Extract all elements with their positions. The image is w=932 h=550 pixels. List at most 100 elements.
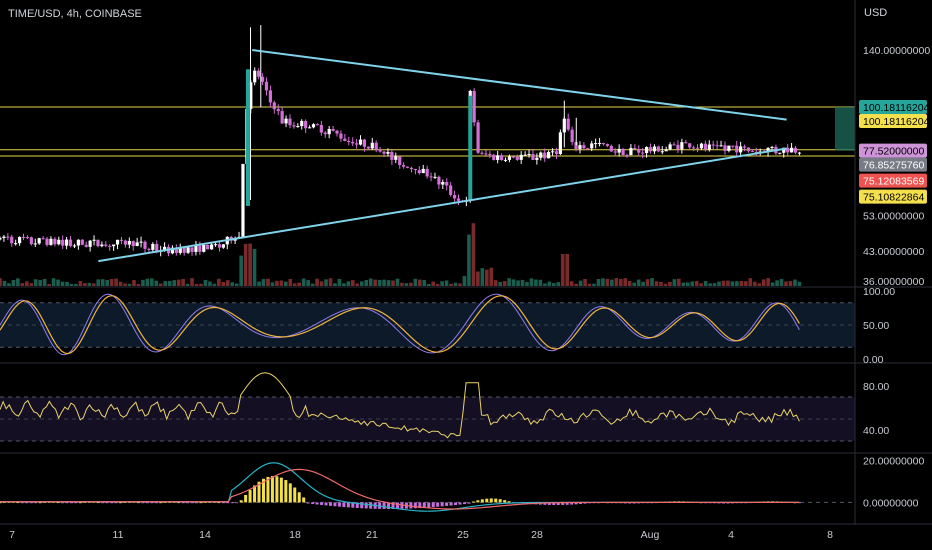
- macd-histogram-bar: [574, 502, 578, 505]
- volume-bar: [435, 283, 440, 286]
- volume-bar: [29, 283, 34, 286]
- candle-body: [347, 141, 351, 143]
- candle-body: [343, 138, 347, 142]
- candle-body: [206, 244, 210, 250]
- candle-body: [280, 111, 284, 124]
- price-tag: [859, 113, 927, 128]
- candle-body: [307, 127, 312, 129]
- candle-body: [402, 165, 406, 167]
- macd-histogram-bar: [387, 502, 391, 509]
- volume-bar: [297, 282, 302, 286]
- candle-body: [421, 168, 425, 174]
- y-tick-label: 53.00000000: [863, 210, 924, 222]
- candle-body: [668, 144, 672, 150]
- volume-bar: [592, 283, 596, 286]
- volume-bar: [355, 283, 360, 286]
- macd-histogram-bar: [436, 502, 440, 507]
- macd-histogram-bar: [163, 502, 167, 503]
- candle-body: [601, 143, 606, 145]
- macd-histogram-bar: [311, 502, 315, 505]
- candle-body: [409, 167, 414, 170]
- candle-body: [221, 244, 225, 248]
- volume-bar: [154, 280, 159, 286]
- macd-histogram-bar: [132, 502, 136, 503]
- candle-body: [202, 244, 206, 252]
- volume-bar: [346, 281, 351, 286]
- macd-histogram-bar: [346, 502, 350, 508]
- volume-bar: [587, 283, 592, 286]
- candle-body: [123, 240, 127, 245]
- candle-body: [29, 237, 33, 245]
- volume-bar: [69, 283, 74, 286]
- candle-body: [33, 243, 37, 245]
- candle-body: [198, 245, 202, 252]
- volume-bar: [565, 254, 569, 286]
- candle-body: [547, 152, 551, 159]
- volume-bar: [431, 281, 436, 286]
- volume-bar: [185, 283, 190, 286]
- macd-histogram-bar: [16, 502, 20, 504]
- macd-histogram-bar: [355, 502, 359, 508]
- macd-histogram-bar: [293, 487, 297, 503]
- volume-bar: [534, 279, 538, 286]
- macd-histogram-bar: [119, 502, 123, 504]
- macd-histogram-bar: [190, 502, 194, 504]
- currency-label: USD: [864, 7, 888, 19]
- macd-histogram-bar: [320, 502, 324, 505]
- candle-body: [394, 156, 398, 160]
- macd-histogram-bar: [556, 502, 560, 506]
- candle-body: [104, 244, 108, 246]
- candle-body: [629, 147, 633, 156]
- candle-body: [417, 170, 421, 174]
- candle-body: [21, 236, 26, 238]
- macd-histogram-bar: [0, 502, 2, 504]
- volume-bar: [288, 278, 293, 286]
- candle-body: [594, 143, 598, 145]
- macd-histogram-bar: [579, 502, 583, 505]
- macd-histogram-bar: [284, 480, 288, 503]
- volume-bar: [560, 254, 565, 286]
- macd-histogram-bar: [266, 476, 270, 503]
- candle-body: [484, 153, 488, 155]
- candle-body: [578, 145, 582, 150]
- volume-bar: [453, 282, 458, 286]
- candle-body: [535, 157, 539, 160]
- volume-bar: [386, 280, 391, 286]
- macd-histogram-bar: [181, 502, 185, 504]
- chart-title: TIME/USD, 4h, COINBASE: [8, 8, 142, 20]
- candle-body: [398, 156, 402, 166]
- volume-bar: [712, 283, 717, 286]
- macd-histogram-bar: [96, 502, 100, 504]
- volume-bar: [610, 279, 614, 286]
- candle-body: [429, 176, 433, 178]
- projection-zone: [835, 106, 855, 151]
- volume-bar: [109, 278, 114, 286]
- macd-histogram-bar: [145, 502, 149, 504]
- price-tag: [859, 189, 927, 204]
- volume-bar: [654, 281, 659, 286]
- volume-bar: [556, 282, 561, 286]
- candle-body: [288, 118, 292, 126]
- candle-body: [112, 244, 116, 247]
- price-tag-label: 75.12083569: [863, 176, 924, 188]
- volume-bar: [744, 281, 748, 286]
- candle-body: [480, 152, 484, 154]
- candle-body: [386, 151, 390, 154]
- candle-body: [2, 236, 6, 238]
- price-tag-label: 75.10822864: [863, 192, 924, 204]
- price-tag: [859, 143, 927, 158]
- volume-bar: [761, 279, 766, 286]
- candle-body: [351, 141, 355, 144]
- volume-bar: [400, 282, 404, 286]
- volume-bar: [33, 279, 38, 286]
- volume-bar: [730, 281, 735, 286]
- volume-bar: [136, 283, 141, 286]
- volume-bar: [328, 278, 333, 286]
- volume-bar: [279, 280, 284, 286]
- volume-bar: [507, 278, 511, 286]
- macd-histogram-bar: [324, 502, 328, 506]
- candle-body: [539, 152, 543, 158]
- candle-body: [405, 166, 410, 168]
- macd-histogram-bar: [454, 502, 458, 506]
